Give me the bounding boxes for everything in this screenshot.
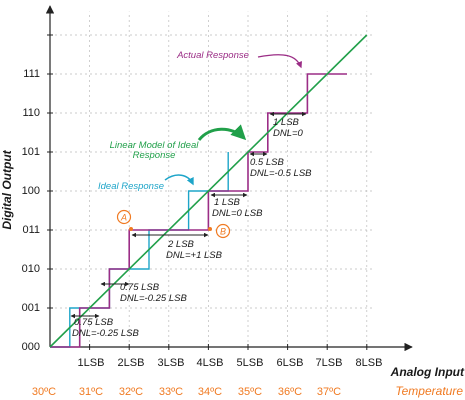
- temperature-label: 32ºC: [119, 386, 143, 398]
- y-tick-label: 100: [22, 185, 40, 197]
- step3-dnl-label: DNL=+1 LSB: [166, 250, 223, 261]
- linear-model-line: [49, 34, 368, 348]
- grid-lines: [50, 11, 375, 347]
- temperature-label: 36ºC: [278, 386, 302, 398]
- marker-a-dot: [129, 227, 133, 231]
- temperature-label: 37ºC: [317, 386, 341, 398]
- step6-dnl-label: DNL=0: [273, 128, 304, 139]
- linear-model-callout-line1: Linear Model of Ideal: [110, 140, 200, 151]
- step6-width-label: 1 LSB: [273, 117, 300, 128]
- step4-width-label: 1 LSB: [214, 197, 241, 208]
- marker-b-label: B: [220, 227, 226, 237]
- temperature-label: 34ºC: [198, 386, 222, 398]
- y-tick-label: 111: [23, 68, 40, 80]
- temperature-label: 35ºC: [238, 386, 262, 398]
- y-axis-title: Digital Output: [0, 149, 14, 229]
- temperature-label: 31ºC: [79, 386, 103, 398]
- x-axis-title: Analog Input: [390, 365, 465, 379]
- temperature-label: 33ºC: [159, 386, 183, 398]
- x-tick-label: 1LSB: [78, 357, 105, 369]
- linear-model-callout-line2: Response: [133, 150, 176, 161]
- ideal-response-arrow: [164, 174, 194, 186]
- y-tick-label: 110: [22, 107, 40, 119]
- x-tick-label: 6LSB: [277, 357, 304, 369]
- x-tick-label: 7LSB: [316, 357, 343, 369]
- step2-dnl-label: DNL=-0.25 LSB: [120, 293, 187, 304]
- step2-width-label: 0.75 LSB: [120, 282, 160, 293]
- actual-response-callout: Actual Response: [176, 50, 249, 61]
- x-tick-label: 3LSB: [158, 357, 185, 369]
- marker-a-label: A: [120, 213, 127, 223]
- y-tick-label: 011: [22, 224, 40, 236]
- x-tick-label: 2LSB: [118, 357, 145, 369]
- x-tick-marks: [89, 344, 368, 350]
- ideal-response-callout: Ideal Response: [98, 181, 164, 192]
- x-tick-label: 5LSB: [237, 357, 264, 369]
- step5-width-label: 0.5 LSB: [250, 157, 284, 168]
- temperature-label: 30ºC: [32, 386, 56, 398]
- step3-width-label: 2 LSB: [167, 239, 195, 250]
- y-tick-label: 000: [22, 341, 40, 353]
- marker-b-dot: [208, 227, 212, 231]
- actual-response-line: [50, 73, 347, 348]
- x-tick-label: 8LSB: [356, 357, 383, 369]
- step1-dnl-label: DNL=-0.25 LSB: [72, 328, 139, 339]
- temperature-title: Temperature: [395, 384, 463, 398]
- y-tick-marks: [47, 34, 53, 309]
- y-tick-label: 101: [22, 146, 40, 158]
- step4-dnl-label: DNL=0 LSB: [212, 208, 263, 219]
- step5-dnl-label: DNL=-0.5 LSB: [250, 168, 312, 179]
- marker-a-circle: [116, 209, 132, 225]
- marker-b-circle: [215, 223, 231, 239]
- x-tick-label: 4LSB: [197, 357, 224, 369]
- y-tick-label: 010: [22, 263, 40, 275]
- y-tick-label: 001: [22, 302, 40, 314]
- linear-model-arrow: [197, 124, 247, 142]
- ideal-response-line: [50, 152, 229, 348]
- actual-response-arrow: [257, 54, 302, 69]
- step1-width-label: 0.75 LSB: [74, 317, 114, 328]
